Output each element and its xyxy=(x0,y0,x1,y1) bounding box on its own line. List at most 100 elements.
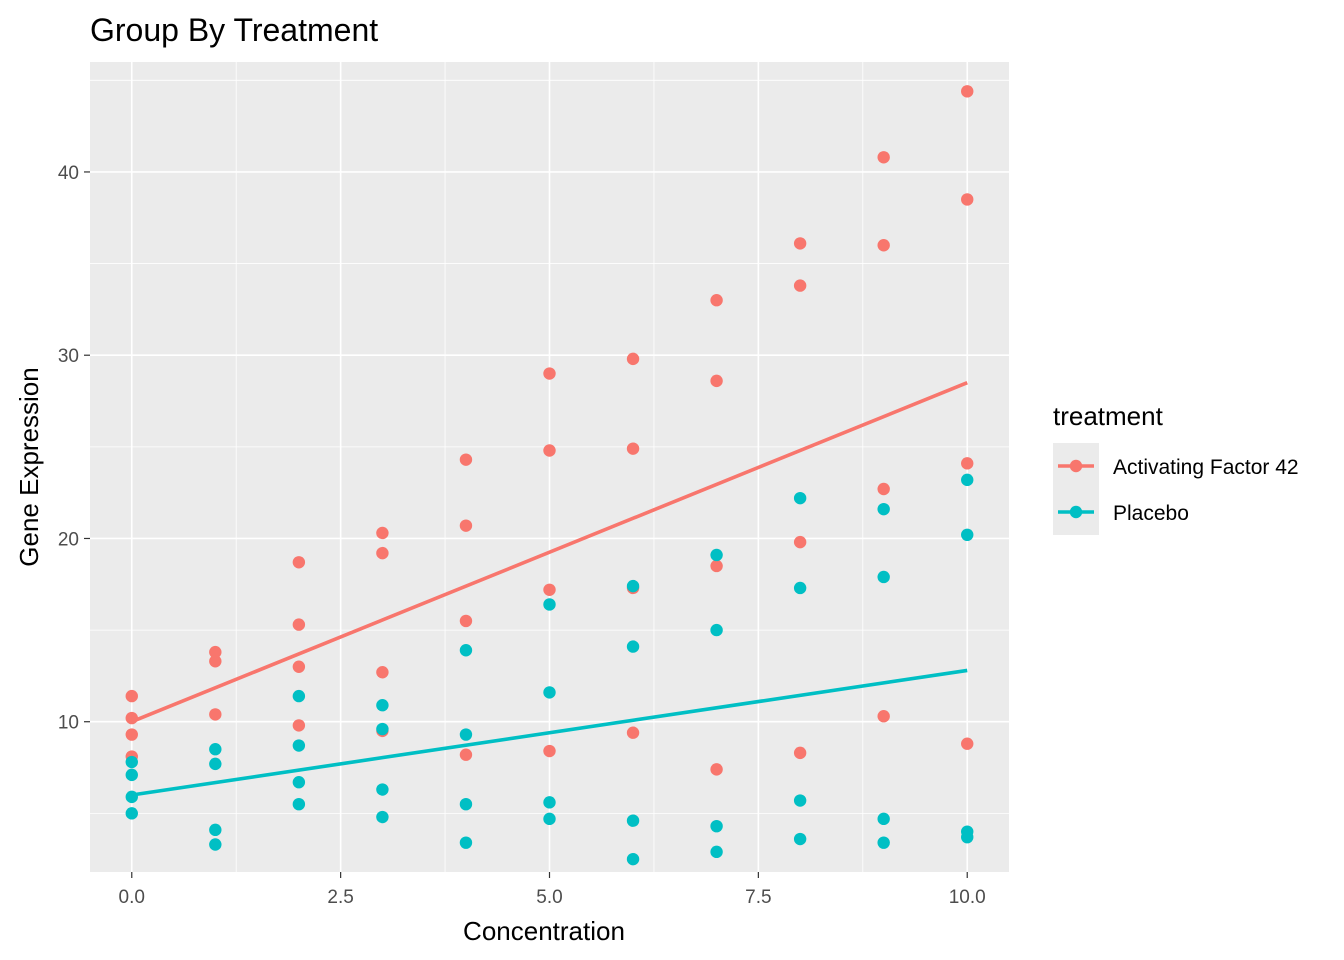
data-point xyxy=(793,279,807,292)
data-point xyxy=(877,502,890,516)
y-tick-label: 10 xyxy=(58,713,79,734)
data-point xyxy=(543,444,556,457)
legend-point xyxy=(1069,459,1083,473)
data-point xyxy=(459,797,473,811)
data-point xyxy=(209,743,222,756)
data-point xyxy=(961,85,974,98)
data-point xyxy=(459,728,473,741)
data-point xyxy=(877,836,890,849)
data-point xyxy=(459,644,473,657)
data-point xyxy=(877,482,890,496)
data-point xyxy=(626,852,640,866)
y-axis-title: Gene Expression xyxy=(14,367,44,566)
data-point xyxy=(877,151,890,164)
data-point xyxy=(793,581,807,595)
data-point xyxy=(376,783,389,796)
x-tick-label: 10.0 xyxy=(949,887,986,908)
data-point xyxy=(961,193,974,206)
data-point xyxy=(125,768,138,782)
legend-point xyxy=(1069,505,1083,519)
data-point xyxy=(292,660,306,673)
data-point xyxy=(626,579,640,593)
data-point xyxy=(626,814,640,827)
x-tick-label: 0.0 xyxy=(119,887,145,908)
data-point xyxy=(292,797,306,811)
data-point xyxy=(292,719,306,732)
data-point xyxy=(793,832,807,846)
data-point xyxy=(209,838,222,851)
data-point xyxy=(877,239,890,252)
data-point xyxy=(961,737,974,750)
data-point xyxy=(710,763,723,776)
data-point xyxy=(543,744,556,758)
x-tick-label: 7.5 xyxy=(745,887,771,908)
data-point xyxy=(125,711,138,725)
chart-title: Group By Treatment xyxy=(90,12,378,48)
data-point xyxy=(209,645,222,659)
data-point xyxy=(209,708,222,721)
data-point xyxy=(125,755,138,769)
data-point xyxy=(710,548,723,562)
data-point xyxy=(459,614,473,628)
y-tick-label: 20 xyxy=(58,529,79,550)
data-point xyxy=(793,491,807,505)
data-point xyxy=(877,570,890,584)
data-point xyxy=(793,746,807,760)
x-tick-label: 2.5 xyxy=(327,887,353,908)
data-point xyxy=(543,796,556,809)
legend-label: Activating Factor 42 xyxy=(1113,456,1299,479)
x-axis-ticks: 0.0 2.5 5.0 7.5 10.0 xyxy=(119,872,986,908)
data-point xyxy=(626,352,640,366)
data-point xyxy=(209,757,222,771)
data-point xyxy=(543,686,556,699)
data-point xyxy=(877,812,890,826)
fit-line xyxy=(131,381,968,724)
data-point xyxy=(459,453,473,466)
data-point xyxy=(125,689,138,703)
legend-label: Placebo xyxy=(1113,502,1189,525)
data-point xyxy=(459,748,473,761)
data-point xyxy=(793,237,807,250)
data-point xyxy=(292,556,306,569)
data-point xyxy=(793,794,807,807)
data-point xyxy=(543,583,556,596)
data-point xyxy=(292,776,306,789)
data-point xyxy=(543,812,556,826)
data-point xyxy=(459,836,473,849)
legend: treatment Activating Factor 42 Placebo xyxy=(1053,401,1299,535)
data-point xyxy=(543,598,556,611)
data-point xyxy=(626,640,640,653)
data-point xyxy=(543,367,556,380)
data-point xyxy=(710,559,723,573)
data-point xyxy=(292,618,306,631)
data-point xyxy=(376,722,389,736)
data-point xyxy=(292,689,306,703)
data-point xyxy=(125,728,138,741)
data-point xyxy=(961,528,974,542)
data-point xyxy=(376,666,389,679)
data-point xyxy=(376,810,389,824)
legend-title: treatment xyxy=(1053,401,1164,431)
data-point xyxy=(376,546,389,560)
data-point xyxy=(125,790,138,804)
data-point xyxy=(710,819,723,833)
data-point xyxy=(710,374,723,388)
data-point xyxy=(961,457,974,470)
data-point xyxy=(710,845,723,859)
x-axis-title: Concentration xyxy=(463,916,625,946)
data-point xyxy=(961,830,974,844)
data-point xyxy=(793,535,807,549)
data-point xyxy=(710,623,723,637)
data-point xyxy=(125,807,138,820)
data-point xyxy=(626,442,640,455)
x-tick-label: 5.0 xyxy=(536,887,562,908)
y-tick-label: 30 xyxy=(58,346,79,367)
data-point xyxy=(209,823,222,837)
y-axis-ticks: 10 20 30 40 xyxy=(58,163,90,734)
data-point xyxy=(877,710,890,723)
fit-line xyxy=(131,668,968,797)
data-point xyxy=(626,726,640,739)
data-points xyxy=(125,85,974,866)
data-point xyxy=(376,699,389,712)
